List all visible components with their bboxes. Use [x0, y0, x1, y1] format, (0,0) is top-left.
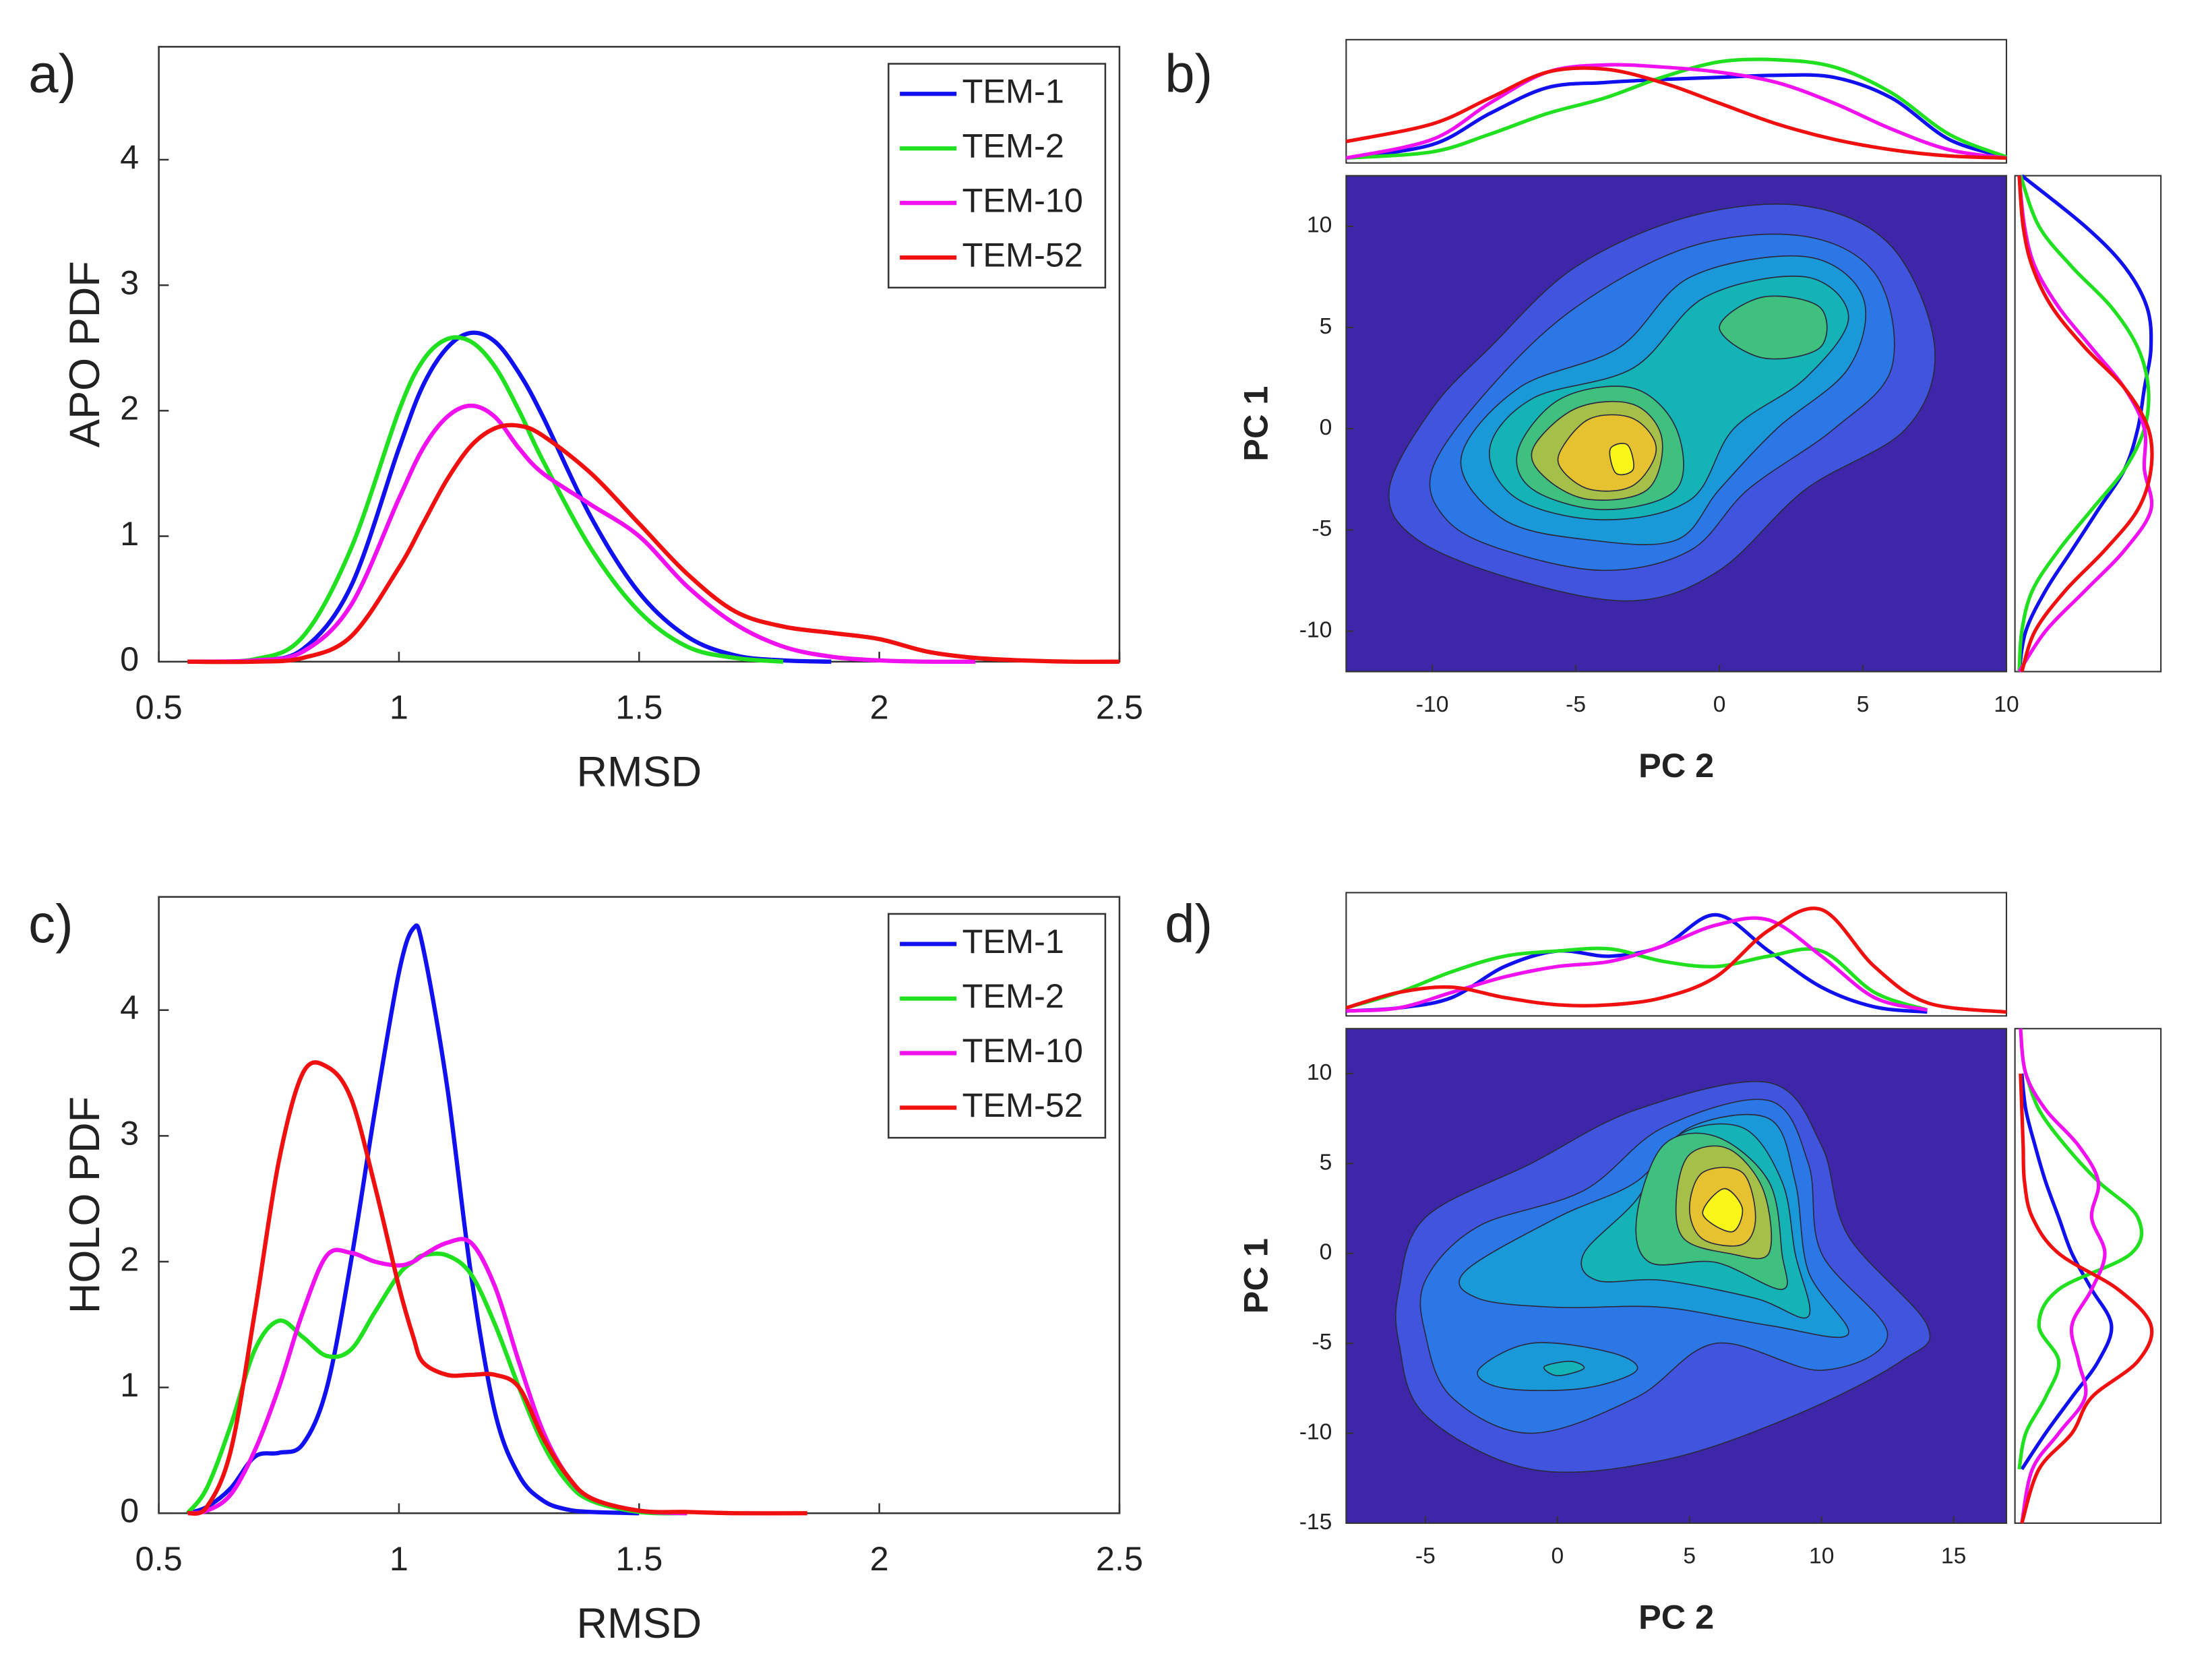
y-tick-label: -5	[1312, 516, 1332, 541]
x-tick-label: -5	[1566, 692, 1586, 717]
x-tick-label: 0	[1551, 1543, 1564, 1568]
x-tick-label: 0.5	[135, 1539, 183, 1578]
x-tick-label: -10	[1416, 692, 1449, 717]
right-marginal-line	[2017, 175, 2154, 673]
x-tick-label: 15	[1941, 1543, 1966, 1568]
y-tick-label: 10	[1307, 213, 1332, 238]
top-marginal-frame	[1345, 892, 2008, 1017]
y-tick-label: 1	[120, 514, 139, 553]
y-tick-label: 3	[120, 263, 139, 301]
y-tick-label: 0	[120, 1491, 139, 1530]
y-tick-label: 2	[120, 389, 139, 427]
x-tick-label: 2	[870, 688, 889, 727]
y-tick-label: 0	[120, 640, 139, 678]
panel-label: c)	[28, 894, 73, 954]
contour-layer	[1388, 203, 1936, 602]
contour-region	[1719, 295, 1828, 360]
y-tick-label: 0	[1320, 415, 1332, 440]
y-tick-label: 3	[120, 1114, 139, 1152]
legend-label: TEM-1	[962, 922, 1064, 960]
x-axis-label: RMSD	[576, 1600, 702, 1647]
contour-region	[1543, 1361, 1585, 1377]
series-line	[187, 330, 832, 665]
y-tick-label: -5	[1312, 1330, 1332, 1355]
y-tick-label: 10	[1307, 1060, 1332, 1085]
x-axis-label: RMSD	[576, 749, 702, 796]
legend-label: TEM-2	[962, 127, 1064, 165]
series-line	[187, 403, 976, 665]
y-tick-label: 5	[1320, 1150, 1332, 1175]
legend-label: TEM-52	[962, 235, 1083, 274]
right-marginal-line	[2017, 175, 2154, 673]
y-tick-label: 1	[120, 1365, 139, 1404]
top-marginal-line	[1345, 63, 2007, 160]
legend-label: TEM-1	[962, 72, 1064, 111]
top-marginal-line	[1345, 906, 2007, 1014]
x-tick-label: -5	[1415, 1543, 1436, 1568]
x-tick-label: 2.5	[1096, 1539, 1143, 1578]
x-tick-label: 1.5	[615, 1539, 663, 1578]
panel-label: b)	[1165, 44, 1212, 104]
right-marginal-line	[2017, 174, 2153, 672]
y-tick-label: -15	[1299, 1510, 1332, 1535]
legend-label: TEM-10	[962, 181, 1083, 219]
plot-frame	[1345, 175, 2008, 673]
top-marginal-line	[1345, 73, 2007, 160]
y-axis-label: HOLO PDF	[61, 1097, 109, 1314]
legend-label: TEM-52	[962, 1086, 1083, 1124]
series-line	[187, 1060, 807, 1516]
x-axis-label: PC 2	[1638, 746, 1714, 784]
x-tick-label: 5	[1857, 692, 1870, 717]
x-tick-label: 0.5	[135, 688, 183, 727]
y-tick-label: 2	[120, 1239, 139, 1278]
top-marginal-line	[1345, 66, 2007, 160]
legend-box	[888, 63, 1107, 289]
x-tick-label: 2	[870, 1539, 889, 1578]
y-axis-label: APO PDF	[61, 261, 109, 448]
y-tick-label: 4	[120, 988, 139, 1026]
plot-frame	[1345, 1028, 2008, 1525]
x-tick-label: 5	[1683, 1543, 1696, 1568]
x-tick-label: 0	[1713, 692, 1726, 717]
y-tick-label: -10	[1299, 617, 1332, 642]
y-tick-label: -10	[1299, 1419, 1332, 1444]
contour-layer	[1394, 1080, 1931, 1473]
series-line	[187, 335, 784, 665]
x-tick-label: 1	[390, 688, 408, 727]
legend-label: TEM-2	[962, 977, 1064, 1015]
y-tick-label: 5	[1320, 314, 1332, 339]
legend-box	[888, 913, 1107, 1139]
series-line	[187, 923, 640, 1516]
top-marginal-frame	[1345, 38, 2008, 164]
y-axis-label: PC 1	[1236, 1238, 1274, 1314]
legend-label: TEM-10	[962, 1031, 1083, 1070]
y-tick-label: 0	[1320, 1240, 1332, 1265]
x-tick-label: 10	[1809, 1543, 1834, 1568]
panel-label: a)	[28, 44, 76, 104]
contour-region	[1702, 1188, 1744, 1233]
y-tick-label: 4	[120, 137, 139, 176]
x-tick-label: 2.5	[1096, 688, 1143, 727]
x-tick-label: 10	[1994, 692, 2019, 717]
panel-label: d)	[1165, 894, 1212, 954]
right-marginal-line	[2019, 1073, 2154, 1524]
top-marginal-line	[1346, 916, 1928, 1013]
series-line	[187, 423, 1119, 665]
y-axis-label: PC 1	[1236, 386, 1274, 462]
x-tick-label: 1	[390, 1539, 408, 1578]
contour-region	[1609, 443, 1634, 476]
x-axis-label: PC 2	[1638, 1597, 1714, 1636]
x-tick-label: 1.5	[615, 688, 663, 727]
